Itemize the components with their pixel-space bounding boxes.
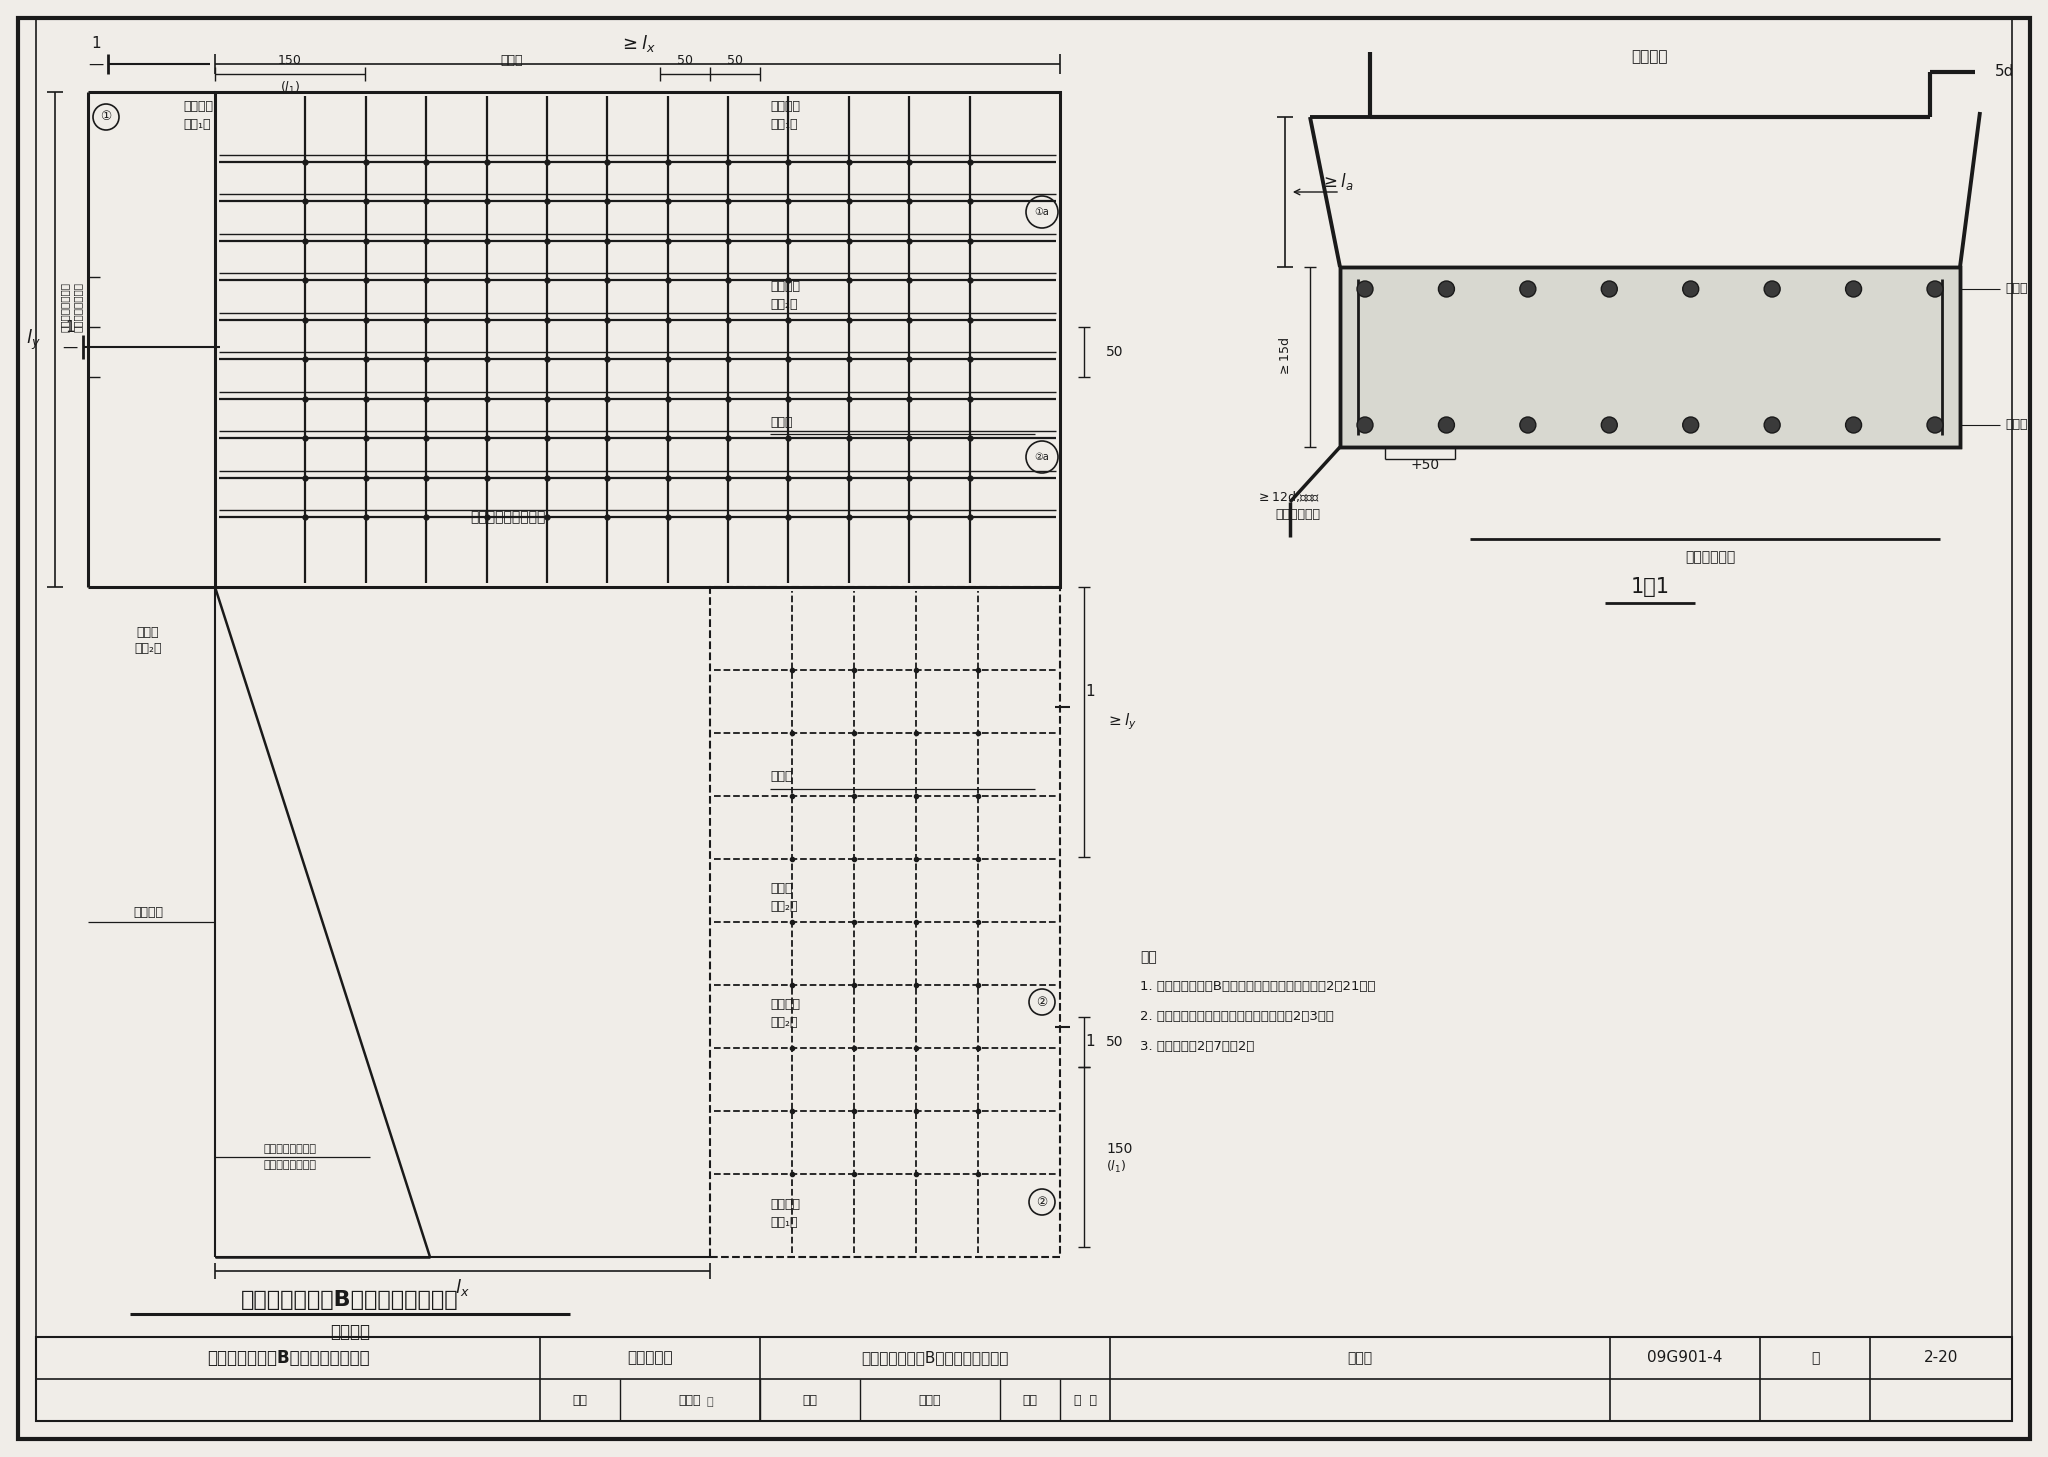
Text: 5d: 5d [1995,64,2015,80]
Text: 钢筋内侧向下弯锚: 钢筋内侧向下弯锚 [264,1160,317,1170]
Text: ①a: ①a [1034,207,1049,217]
Text: 50: 50 [1106,1034,1124,1049]
Circle shape [1520,417,1536,433]
Text: $(l_1)$: $(l_1)$ [1106,1158,1126,1174]
Text: 审核: 审核 [573,1393,588,1406]
Text: 分布筋: 分布筋 [2005,418,2028,431]
Text: 图集号: 图集号 [1348,1351,1372,1365]
Text: 分布筋: 分布筋 [770,883,793,896]
Text: 芮继东: 芮继东 [678,1393,700,1406]
Text: 150: 150 [1106,1142,1133,1155]
Text: 受力钢筋: 受力钢筋 [182,101,213,114]
Circle shape [1683,281,1698,297]
Text: （上₂）: （上₂） [770,299,797,312]
Text: 校对: 校对 [803,1393,817,1406]
Circle shape [1520,281,1536,297]
Text: 受力钢筋: 受力钢筋 [770,1198,801,1211]
Text: $\geq$12d,且至少: $\geq$12d,且至少 [1255,490,1321,504]
Text: 1: 1 [66,319,76,335]
Text: 50: 50 [1106,345,1124,358]
Text: +50: +50 [1411,457,1440,472]
Text: 2. 板钢筋在支座位的锚固构造见本图集第2－3页。: 2. 板钢筋在支座位的锚固构造见本图集第2－3页。 [1141,1011,1333,1023]
Text: 姚  刚: 姚 刚 [1073,1393,1096,1406]
Bar [711,587,1061,1257]
Circle shape [1845,417,1862,433]
Circle shape [1602,281,1618,297]
Text: ②: ② [1036,1196,1049,1208]
Text: 分布筋: 分布筋 [137,625,160,638]
Text: 悬挑板: 悬挑板 [770,415,793,428]
Text: 悬挑板: 悬挑板 [770,771,793,784]
Bar [1339,267,1960,447]
Circle shape [1358,281,1372,297]
Text: 普通现浇板: 普通现浇板 [627,1351,674,1365]
Text: 3. 见本图集第2－7页注2。: 3. 见本图集第2－7页注2。 [1141,1040,1253,1053]
Text: 板下部构造筋: 板下部构造筋 [1686,549,1735,564]
Circle shape [1602,417,1618,433]
Bar [215,92,1061,587]
Text: 注：: 注： [1141,950,1157,965]
Text: 篂: 篂 [707,1397,713,1407]
Text: 1: 1 [1085,685,1094,699]
Circle shape [1438,417,1454,433]
Text: 2-20: 2-20 [1923,1351,1958,1365]
Text: （上₂）: （上₂） [770,900,797,914]
Text: （上₁）: （上₁） [182,118,211,131]
Text: 1: 1 [92,36,100,51]
Text: $\geq l_y$: $\geq l_y$ [1106,711,1137,733]
Circle shape [1763,417,1780,433]
Text: 悬挑板阳角类型B上部钢筋排布构造: 悬挑板阳角类型B上部钢筋排布构造 [242,1289,459,1310]
Text: 跨内无板: 跨内无板 [133,905,164,918]
Text: 50: 50 [678,54,692,67]
Text: 钢筋内侧向下弯锚: 钢筋内侧向下弯锚 [74,283,84,332]
Circle shape [1438,281,1454,297]
Bar [37,1338,2011,1421]
Text: 50: 50 [727,54,743,67]
Text: 受力钢筋: 受力钢筋 [770,101,801,114]
Text: —: — [88,57,104,71]
Text: （上₂）: （上₂） [135,643,162,656]
Text: 受力钢筋: 受力钢筋 [770,998,801,1011]
Text: （上₁）: （上₁） [770,1215,797,1228]
Text: $l_y$: $l_y$ [27,328,41,353]
Text: 受力钢筋: 受力钢筋 [1632,50,1669,64]
Circle shape [1927,281,1944,297]
Text: 张月明: 张月明 [920,1393,942,1406]
Text: 纯悬挑板: 纯悬挑板 [330,1323,371,1340]
Text: 分布筋: 分布筋 [2005,283,2028,296]
Text: $\geq l_x$: $\geq l_x$ [618,34,655,54]
Text: 150: 150 [279,54,301,67]
Text: $(l_1)$: $(l_1)$ [281,80,301,96]
Text: 1: 1 [1085,1034,1094,1049]
Text: 悬挑板阳角类型B上部钢筋排布构造: 悬挑板阳角类型B上部钢筋排布构造 [207,1349,369,1367]
Text: $\geq l_a$: $\geq l_a$ [1321,172,1354,192]
Circle shape [1683,417,1698,433]
Text: 伸至支座对过纵向: 伸至支座对过纵向 [264,1144,317,1154]
Bar [1339,267,1960,447]
Circle shape [1763,281,1780,297]
Text: $l_x$: $l_x$ [455,1276,469,1298]
Text: 伸至支座对边纵向: 伸至支座对边纵向 [59,283,70,332]
Text: ①: ① [100,111,113,124]
Text: 设计: 设计 [1022,1393,1038,1406]
Text: 悬挑板阳角类型B上部钢筋排布构造: 悬挑板阳角类型B上部钢筋排布构造 [862,1351,1010,1365]
Text: $\geq$15d: $\geq$15d [1278,337,1292,377]
Text: （上₁）: （上₁） [770,118,797,131]
Circle shape [1358,417,1372,433]
Circle shape [1927,417,1944,433]
Text: ②a: ②a [1034,452,1049,462]
Text: 09G901-4: 09G901-4 [1647,1351,1722,1365]
Text: ②: ② [1036,995,1049,1008]
Text: 1－1: 1－1 [1630,577,1669,597]
Text: （上₂）: （上₂） [770,1016,797,1029]
Text: 受力钢筋: 受力钢筋 [770,281,801,293]
Text: 页: 页 [1810,1351,1819,1365]
Text: 1. 悬挑板阳角类型B下部钢筋排布构造见本图集第2－21页。: 1. 悬挑板阳角类型B下部钢筋排布构造见本图集第2－21页。 [1141,981,1376,994]
Text: 伸至支座中线: 伸至支座中线 [1276,508,1321,522]
Text: 悬挑板: 悬挑板 [502,54,522,67]
Circle shape [1845,281,1862,297]
Text: 梁、混凝土墙或圈梁: 梁、混凝土墙或圈梁 [469,510,545,525]
Text: —: — [61,339,78,354]
